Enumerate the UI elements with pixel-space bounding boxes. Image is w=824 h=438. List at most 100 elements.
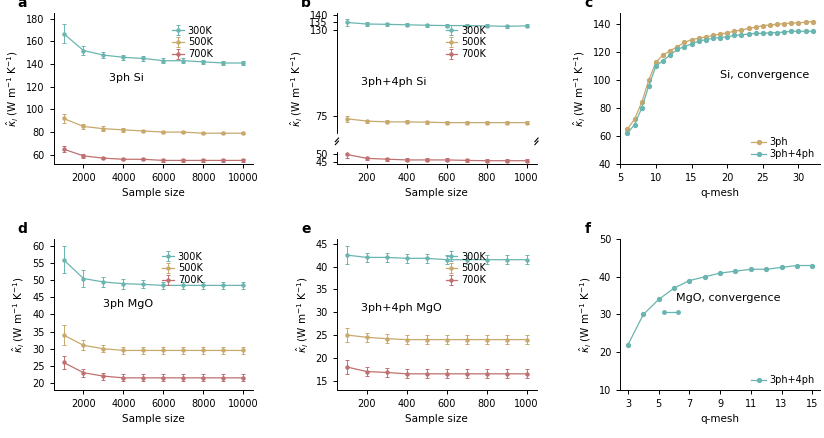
X-axis label: Sample size: Sample size <box>122 188 185 198</box>
3ph <box>744 26 754 31</box>
3ph+4ph <box>623 342 633 347</box>
3ph <box>708 33 718 38</box>
Text: Si, convergence: Si, convergence <box>720 71 809 81</box>
Legend: 300K, 500K, 700K: 300K, 500K, 700K <box>446 25 486 60</box>
3ph <box>658 53 668 58</box>
Bar <box>337 134 536 152</box>
3ph+4ph <box>723 34 733 39</box>
3ph+4ph <box>651 64 661 69</box>
Line: 3ph+4ph: 3ph+4ph <box>626 264 814 346</box>
Text: 3ph+4ph Si: 3ph+4ph Si <box>361 78 426 88</box>
3ph+4ph <box>669 286 679 291</box>
3ph <box>723 30 733 35</box>
3ph+4ph <box>729 33 739 38</box>
Legend: 3ph+4ph: 3ph+4ph <box>751 375 815 385</box>
3ph <box>780 21 789 26</box>
3ph+4ph <box>744 32 754 37</box>
3ph+4ph <box>780 29 789 35</box>
3ph <box>786 20 796 25</box>
3ph+4ph <box>772 30 782 35</box>
3ph+4ph <box>731 268 741 274</box>
3ph+4ph <box>665 53 675 58</box>
3ph+4ph <box>658 58 668 63</box>
3ph+4ph <box>685 278 695 283</box>
3ph <box>637 100 647 105</box>
Y-axis label: $\hat{\kappa}_l$ (W m$^{-1}$ K$^{-1}$): $\hat{\kappa}_l$ (W m$^{-1}$ K$^{-1}$) <box>294 276 310 353</box>
Text: b: b <box>301 0 311 10</box>
3ph+4ph <box>792 263 802 268</box>
3ph <box>686 37 696 42</box>
Legend: 300K, 500K, 700K: 300K, 500K, 700K <box>446 251 486 286</box>
3ph <box>672 44 682 49</box>
3ph+4ph <box>765 30 775 35</box>
3ph+4ph <box>701 37 711 42</box>
X-axis label: Sample size: Sample size <box>405 188 468 198</box>
Text: 3ph Si: 3ph Si <box>110 73 144 83</box>
3ph <box>729 28 739 34</box>
3ph <box>801 20 811 25</box>
3ph <box>737 27 747 32</box>
3ph <box>715 32 725 37</box>
3ph+4ph <box>715 270 725 276</box>
3ph+4ph <box>786 28 796 34</box>
3ph <box>772 21 782 27</box>
3ph+4ph <box>801 28 811 34</box>
3ph+4ph <box>644 83 653 88</box>
3ph+4ph <box>761 267 771 272</box>
Legend: 3ph, 3ph+4ph: 3ph, 3ph+4ph <box>751 137 815 159</box>
3ph <box>630 117 639 122</box>
3ph+4ph <box>653 297 663 302</box>
X-axis label: q-mesh: q-mesh <box>700 188 740 198</box>
Y-axis label: $\hat{\kappa}_l$ (W m$^{-1}$ K$^{-1}$): $\hat{\kappa}_l$ (W m$^{-1}$ K$^{-1}$) <box>578 276 593 353</box>
X-axis label: Sample size: Sample size <box>122 414 185 424</box>
3ph+4ph <box>794 28 803 34</box>
Text: a: a <box>17 0 27 10</box>
3ph+4ph <box>715 35 725 40</box>
3ph+4ph <box>622 131 632 136</box>
Text: c: c <box>584 0 592 10</box>
3ph+4ph <box>751 31 761 36</box>
3ph <box>758 23 768 28</box>
3ph <box>701 34 711 39</box>
3ph <box>680 40 690 45</box>
Line: 3ph: 3ph <box>625 20 815 131</box>
3ph+4ph <box>776 265 786 270</box>
3ph <box>808 19 817 24</box>
3ph+4ph <box>808 263 817 268</box>
3ph+4ph <box>700 274 709 279</box>
3ph+4ph <box>639 312 648 317</box>
Y-axis label: $\hat{\kappa}_l$ (W m$^{-1}$ K$^{-1}$): $\hat{\kappa}_l$ (W m$^{-1}$ K$^{-1}$) <box>5 50 21 127</box>
Legend: 300K, 500K, 700K: 300K, 500K, 700K <box>162 251 203 286</box>
3ph+4ph <box>758 31 768 36</box>
X-axis label: Sample size: Sample size <box>405 414 468 424</box>
Text: 3ph MgO: 3ph MgO <box>104 299 153 309</box>
3ph <box>622 126 632 131</box>
3ph+4ph <box>630 122 639 127</box>
Text: d: d <box>17 222 27 236</box>
3ph <box>644 78 653 83</box>
Text: e: e <box>301 222 311 236</box>
3ph <box>694 35 704 41</box>
3ph+4ph <box>746 267 756 272</box>
3ph+4ph <box>694 39 704 44</box>
3ph <box>651 59 661 64</box>
3ph+4ph <box>737 32 747 37</box>
3ph <box>794 20 803 25</box>
Y-axis label: $\hat{\kappa}_l$ (W m$^{-1}$ K$^{-1}$): $\hat{\kappa}_l$ (W m$^{-1}$ K$^{-1}$) <box>571 50 588 127</box>
Y-axis label: $\hat{\kappa}_l$ (W m$^{-1}$ K$^{-1}$): $\hat{\kappa}_l$ (W m$^{-1}$ K$^{-1}$) <box>11 276 26 353</box>
3ph+4ph <box>637 106 647 111</box>
Text: MgO, convergence: MgO, convergence <box>677 293 780 304</box>
Y-axis label: $\hat{\kappa}_l$ (W m$^{-1}$ K$^{-1}$): $\hat{\kappa}_l$ (W m$^{-1}$ K$^{-1}$) <box>288 50 304 127</box>
3ph <box>751 25 761 30</box>
3ph+4ph <box>708 35 718 41</box>
Line: 3ph+4ph: 3ph+4ph <box>625 29 815 135</box>
Text: f: f <box>584 222 591 236</box>
X-axis label: q-mesh: q-mesh <box>700 414 740 424</box>
3ph+4ph <box>808 28 817 34</box>
3ph+4ph <box>680 44 690 49</box>
3ph <box>665 48 675 53</box>
3ph+4ph <box>686 41 696 46</box>
3ph <box>765 22 775 28</box>
Legend: 300K, 500K, 700K: 300K, 500K, 700K <box>172 25 213 60</box>
3ph+4ph <box>672 47 682 52</box>
